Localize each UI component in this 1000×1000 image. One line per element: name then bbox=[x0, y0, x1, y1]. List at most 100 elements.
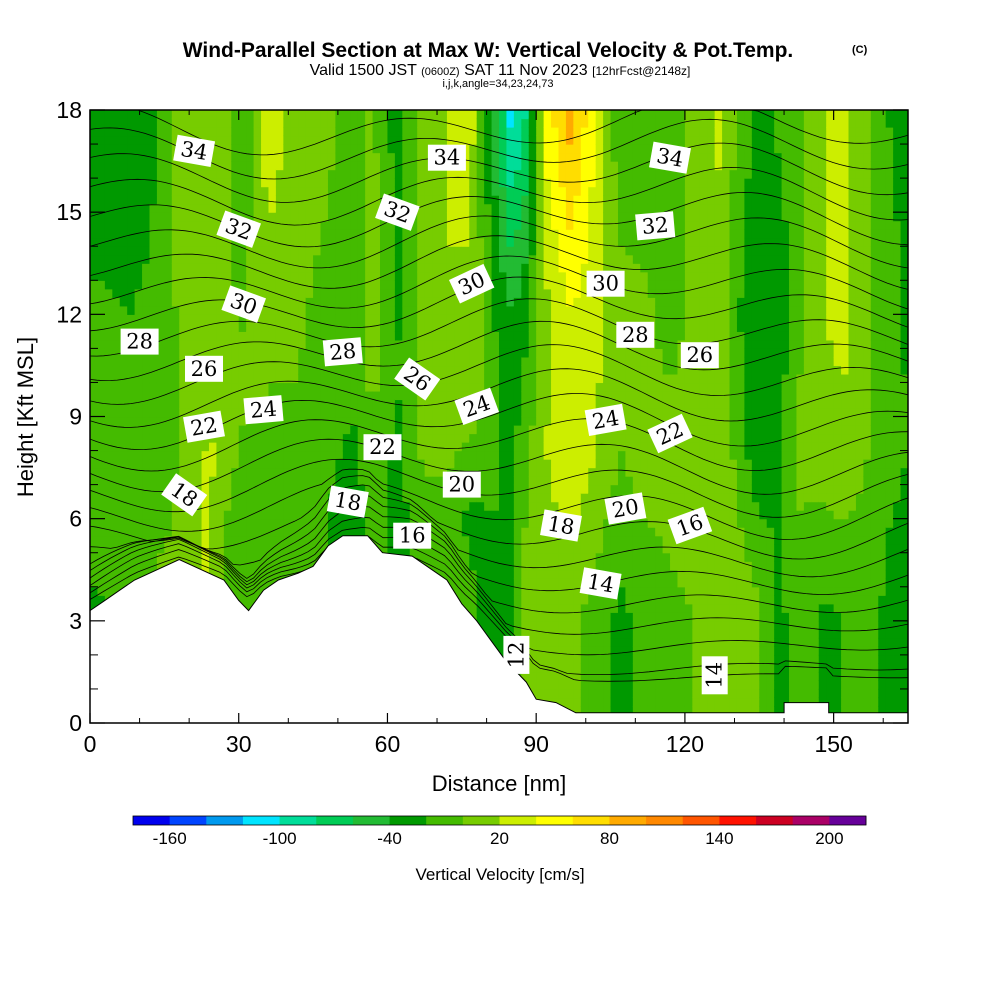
velocity-cell bbox=[499, 161, 508, 171]
velocity-cell bbox=[320, 220, 329, 230]
velocity-cell bbox=[432, 212, 441, 222]
velocity-cell bbox=[432, 203, 441, 213]
velocity-cell bbox=[127, 527, 136, 537]
velocity-cell bbox=[521, 135, 530, 145]
velocity-cell bbox=[432, 501, 441, 511]
velocity-cell bbox=[320, 425, 329, 435]
velocity-cell bbox=[536, 552, 545, 562]
velocity-cell bbox=[521, 212, 530, 222]
velocity-cell bbox=[253, 135, 262, 145]
velocity-cell bbox=[327, 305, 336, 315]
velocity-cell bbox=[134, 135, 143, 145]
velocity-cell bbox=[283, 348, 292, 358]
velocity-cell bbox=[119, 118, 128, 128]
velocity-cell bbox=[90, 263, 99, 273]
velocity-cell bbox=[342, 476, 351, 486]
velocity-cell bbox=[134, 510, 143, 520]
velocity-cell bbox=[595, 484, 604, 494]
velocity-cell bbox=[253, 212, 262, 222]
velocity-cell bbox=[372, 144, 381, 154]
velocity-cell bbox=[588, 356, 597, 367]
velocity-cell bbox=[365, 246, 374, 256]
velocity-cell bbox=[580, 425, 589, 435]
velocity-cell bbox=[305, 382, 314, 392]
valid-date: SAT 11 Nov 2023 bbox=[464, 62, 588, 79]
velocity-cell bbox=[528, 280, 537, 290]
velocity-cell bbox=[231, 510, 240, 520]
velocity-cell bbox=[142, 195, 151, 205]
velocity-cell bbox=[90, 331, 99, 341]
velocity-cell bbox=[424, 416, 433, 426]
velocity-cell bbox=[536, 212, 545, 222]
velocity-cell bbox=[558, 195, 567, 205]
velocity-cell bbox=[461, 552, 470, 562]
velocity-cell bbox=[208, 348, 218, 358]
velocity-cell bbox=[499, 348, 508, 358]
velocity-cell bbox=[238, 527, 247, 537]
velocity-cell bbox=[253, 127, 262, 137]
velocity-cell bbox=[417, 195, 426, 205]
velocity-cell bbox=[149, 314, 158, 324]
velocity-cell bbox=[432, 331, 441, 341]
velocity-cell bbox=[543, 603, 552, 613]
velocity-cell bbox=[179, 297, 188, 307]
velocity-cell bbox=[521, 203, 530, 213]
velocity-cell bbox=[402, 288, 411, 298]
velocity-cell bbox=[454, 356, 463, 367]
velocity-cell bbox=[350, 382, 359, 392]
velocity-cell bbox=[588, 459, 597, 469]
velocity-cell bbox=[201, 118, 210, 128]
velocity-cell bbox=[417, 237, 426, 247]
velocity-cell bbox=[261, 212, 270, 222]
velocity-cell bbox=[171, 220, 180, 230]
velocity-cell bbox=[298, 450, 307, 460]
velocity-cell bbox=[499, 169, 508, 179]
velocity-cell bbox=[417, 186, 426, 196]
velocity-cell bbox=[119, 237, 128, 247]
velocity-cell bbox=[149, 527, 158, 537]
velocity-cell bbox=[461, 595, 470, 605]
velocity-cell bbox=[424, 280, 433, 290]
velocity-cell bbox=[119, 476, 128, 486]
velocity-cell bbox=[565, 356, 574, 367]
velocity-cell bbox=[469, 561, 478, 571]
velocity-cell bbox=[588, 331, 597, 341]
velocity-cell bbox=[580, 603, 589, 613]
velocity-cell bbox=[112, 356, 121, 367]
velocity-cell bbox=[320, 356, 329, 367]
velocity-cell bbox=[558, 476, 567, 486]
velocity-cell bbox=[521, 629, 530, 639]
velocity-cell bbox=[536, 339, 545, 349]
velocity-cell bbox=[275, 518, 284, 528]
velocity-cell bbox=[320, 152, 329, 162]
velocity-cell bbox=[491, 586, 500, 596]
velocity-cell bbox=[580, 118, 589, 128]
velocity-cell bbox=[528, 459, 537, 469]
velocity-cell bbox=[476, 314, 485, 324]
velocity-cell bbox=[424, 297, 433, 307]
velocity-cell bbox=[238, 390, 247, 401]
velocity-cell bbox=[223, 280, 232, 290]
velocity-cell bbox=[134, 314, 143, 324]
velocity-cell bbox=[521, 382, 530, 392]
velocity-cell bbox=[97, 416, 106, 426]
velocity-cell bbox=[142, 407, 151, 418]
velocity-cell bbox=[201, 271, 210, 281]
velocity-cell bbox=[335, 459, 344, 469]
velocity-cell bbox=[506, 433, 515, 443]
velocity-cell bbox=[335, 365, 344, 375]
velocity-cell bbox=[543, 152, 552, 162]
velocity-cell bbox=[186, 237, 195, 247]
velocity-cell bbox=[112, 322, 121, 332]
velocity-cell bbox=[104, 195, 113, 205]
velocity-cell bbox=[402, 467, 411, 477]
velocity-cell bbox=[171, 305, 180, 315]
valid-time: Valid 1500 JST bbox=[310, 62, 418, 79]
velocity-cell bbox=[134, 305, 143, 315]
velocity-cell bbox=[216, 433, 225, 443]
velocity-cell bbox=[186, 476, 195, 486]
velocity-cell bbox=[156, 297, 165, 307]
velocity-cell bbox=[543, 263, 552, 273]
velocity-cell bbox=[365, 399, 374, 409]
velocity-cell bbox=[275, 442, 284, 452]
